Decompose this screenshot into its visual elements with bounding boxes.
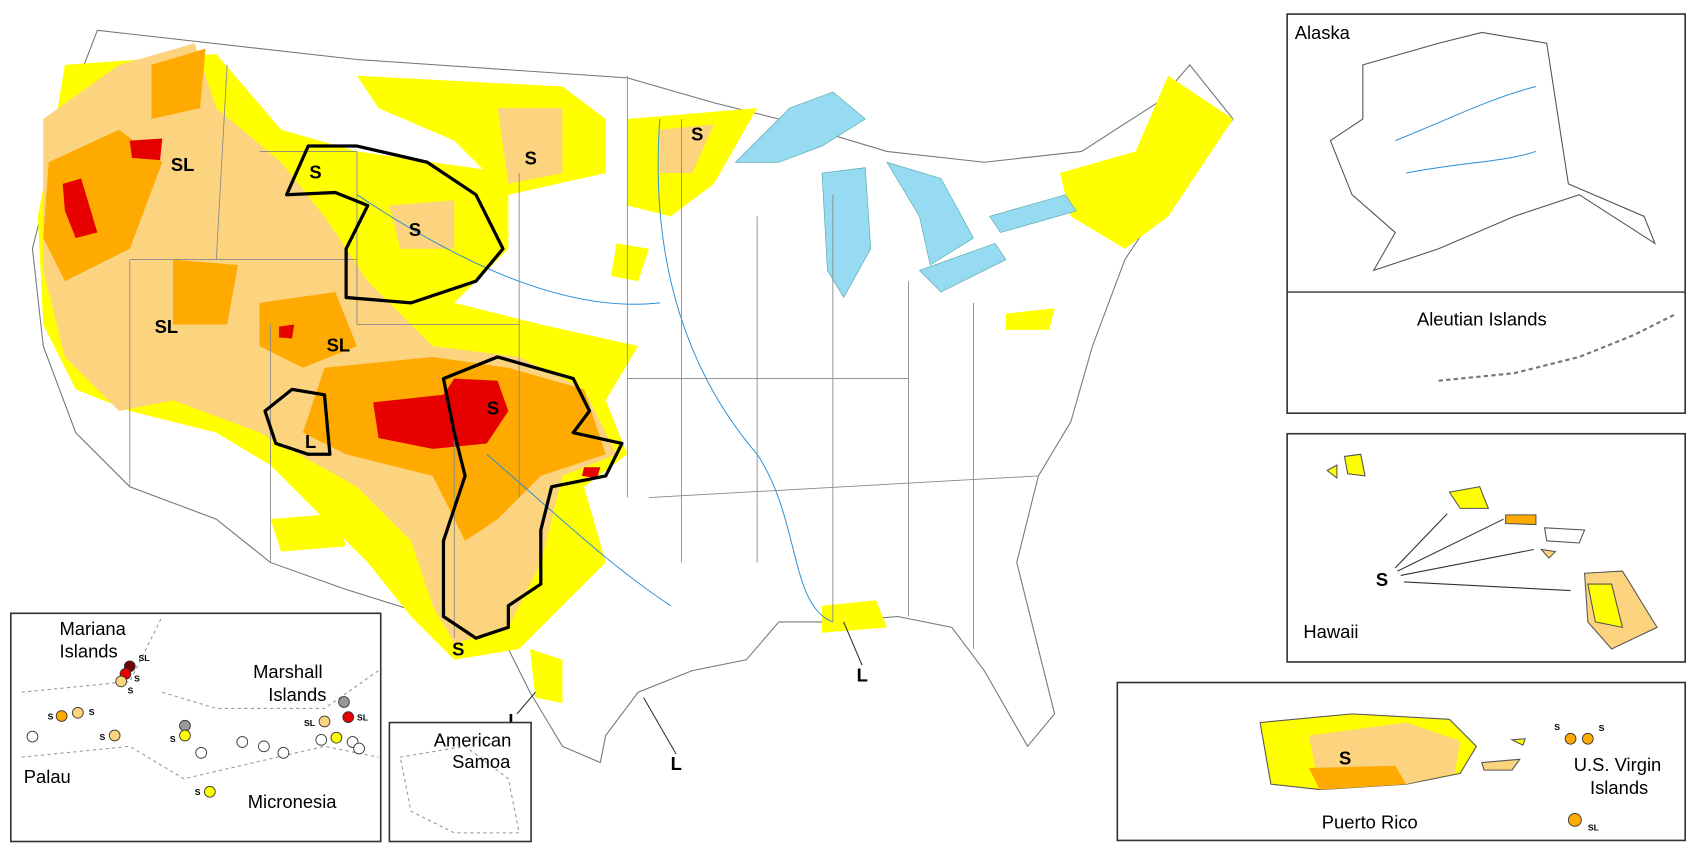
- impact-label: S: [1376, 569, 1388, 590]
- alaska-rivers: [1395, 86, 1537, 174]
- rivers: [356, 118, 834, 623]
- impact-label: S: [134, 673, 140, 683]
- vieques: [1481, 758, 1521, 771]
- great-lakes: [734, 91, 1077, 299]
- culebra: [1510, 738, 1526, 747]
- inset-label: Palau: [24, 766, 71, 787]
- impact-label: S: [1339, 748, 1351, 769]
- impact-label: S: [409, 219, 421, 240]
- inset-label: U.S. Virgin: [1574, 754, 1662, 775]
- impact-label: SL: [1588, 823, 1600, 833]
- impact-label: S: [452, 638, 464, 659]
- impact-label: SL: [171, 154, 194, 175]
- impact-label: S: [487, 397, 499, 418]
- inset-label: Islands: [1590, 777, 1648, 798]
- inset-label: Alaska: [1295, 22, 1351, 43]
- impact-label: SL: [357, 712, 369, 722]
- inset-label: Islands: [59, 641, 117, 662]
- puerto-rico-d2: [1308, 765, 1407, 790]
- inset-label: Hawaii: [1303, 621, 1358, 642]
- usvi-dot: [1567, 812, 1582, 827]
- impact-label: L: [671, 753, 682, 774]
- inset-label: Samoa: [452, 751, 511, 772]
- impact-labels: SL S S S S SL SL S L S L L L: [155, 124, 868, 775]
- impact-label: L: [508, 710, 519, 731]
- inset-label: Puerto Rico: [1322, 812, 1418, 833]
- inset-label: American: [434, 729, 512, 750]
- impact-label: S: [89, 707, 95, 717]
- impact-label: S: [195, 787, 201, 797]
- impact-label: S: [1554, 722, 1560, 732]
- impact-label: S: [170, 734, 176, 744]
- pacific-inset: [10, 612, 382, 843]
- state-lines: [129, 64, 1039, 649]
- inset-label: Islands: [268, 684, 326, 705]
- usvi-dot: [1581, 732, 1594, 745]
- usvi-dot: [1564, 732, 1577, 745]
- leader-lines: [1394, 513, 1571, 592]
- impact-label: S: [100, 732, 106, 742]
- impact-label: S: [1599, 723, 1605, 733]
- impact-label: L: [857, 664, 868, 685]
- alaska-land: [1329, 31, 1657, 272]
- impact-label: SL: [155, 316, 178, 337]
- impact-label: SL: [327, 335, 350, 356]
- impact-label: S: [525, 147, 537, 168]
- pacific-boundaries: [21, 616, 379, 780]
- leader-lines: [516, 621, 863, 755]
- samoa-inset: [388, 721, 532, 843]
- impact-outlines: [263, 144, 624, 640]
- impact-label: S: [48, 711, 54, 721]
- impact-label: SL: [138, 653, 150, 663]
- impact-label: L: [305, 431, 316, 452]
- impact-label: S: [691, 124, 703, 145]
- hawaii-islands: [1326, 453, 1658, 650]
- d3-areas: [62, 138, 601, 479]
- impact-label: S: [128, 685, 134, 695]
- pacific-dots: [26, 660, 444, 798]
- impact-label: S: [309, 161, 321, 182]
- inset-label: Marshall: [253, 661, 322, 682]
- inset-label: Aleutian Islands: [1417, 309, 1547, 330]
- inset-label: Micronesia: [248, 791, 338, 812]
- inset-label: Mariana: [59, 618, 126, 639]
- samoa-boundary: [399, 745, 520, 834]
- impact-label: SL: [304, 718, 316, 728]
